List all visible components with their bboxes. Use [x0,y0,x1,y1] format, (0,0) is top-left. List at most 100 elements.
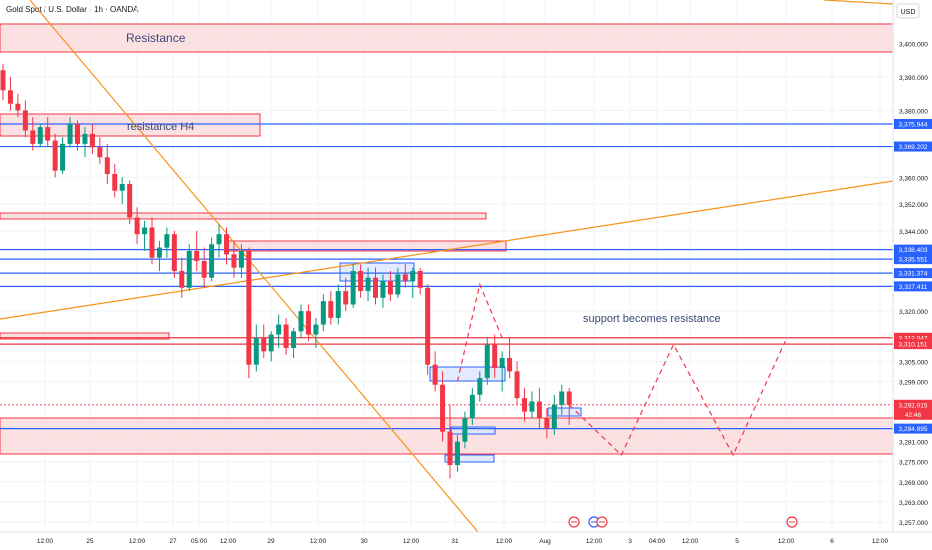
price-level-tag [894,254,932,265]
trendlines [0,0,894,533]
candle-body [335,291,341,318]
y-tick-label: 3,299.000 [899,379,928,386]
y-tick-label: 3,275.000 [899,460,928,467]
candle-body [477,378,483,395]
price-level-label: 3,375.944 [899,121,928,128]
x-tick-label: 04:00 [649,538,666,545]
price-level-label: 3,331.374 [899,271,928,278]
candle-body [171,234,177,272]
candle-body [328,301,334,318]
top-trendline [823,0,894,5]
candle-body [529,401,535,412]
time-axis[interactable]: 12:00 25 12:00 27 05:00 12:00 29 12:00 30 12:00 31… [0,531,932,545]
current-price-tag [894,399,932,420]
candle-body [507,358,513,372]
y-tick-label: 3,390.000 [899,75,928,82]
resistance-h4-label: resistance H4 [127,121,194,133]
price-axis[interactable]: USD 3,400.000 3,390.000 3,380.000 3,360.000… [892,0,932,550]
candle-body [60,143,66,171]
zones [0,23,894,463]
candle-body [7,90,13,104]
price-level-tag [894,268,932,279]
x-tick-label: 12:00 [496,538,513,545]
candle-body [127,184,133,218]
candle-body [216,234,222,245]
candle-body [156,247,162,258]
candle-body [380,281,386,298]
candle-body [454,441,460,466]
y-tick-label: 3,281.000 [899,440,928,447]
candle-body [238,250,244,268]
candle-body [484,344,490,379]
candle-body [566,391,572,405]
candle-body [75,123,80,144]
down-trendline [29,0,479,533]
price-level-tag [894,244,932,255]
candle-body [104,157,110,174]
candle-body [298,311,304,332]
x-tick-label: 5 [735,538,739,545]
candle-body [37,127,43,144]
x-tick-label: 05:00 [191,538,208,545]
price-level-label: 3,310.151 [899,342,928,349]
price-level-tag [894,118,932,129]
x-tick-label: 12:00 [778,538,795,545]
box-1 [429,366,506,382]
candle-body [179,271,185,288]
box-2 [450,426,496,435]
candle-body [0,70,6,91]
support-becomes-resistance-label: support becomes resistance [583,313,721,325]
x-tick-label: 25 [86,538,94,545]
up-trendline [0,180,894,320]
x-tick-label: 31 [451,538,459,545]
candle-body [395,274,401,295]
candle-body [440,384,446,432]
y-tick-label: 3,380.000 [899,108,928,115]
candle-body [469,394,475,419]
candle-body [30,130,36,144]
price-level-label: 3,312.047 [899,335,928,342]
price-level-tag [894,339,932,350]
candle-body [201,260,207,278]
price-level-label: 3,327.411 [899,284,928,291]
x-tick-label: 29 [267,538,275,545]
candle-body [253,337,259,365]
zone-344 [0,212,487,220]
candle-body [194,250,200,261]
candle-body [402,274,408,282]
candle-body [462,418,468,442]
x-tick-label: 12:00 [403,538,420,545]
resistance-zone [0,23,894,53]
currency-label: USD [901,9,916,16]
support-zone [0,417,894,455]
x-tick-label: 6 [830,538,834,545]
x-tick-label: 12:00 [220,538,237,545]
chart-title: Gold Spot / U.S. Dollar · 1h · OANDA [6,5,139,14]
x-tick-label: 12:00 [129,538,146,545]
box-3 [444,454,495,463]
candle-body [119,184,125,191]
candle-body [276,324,282,335]
candle-body [291,331,297,348]
y-tick-label: 3,305.000 [899,359,928,366]
candle-body [283,324,289,348]
x-tick-label: 3 [628,538,632,545]
box-4 [547,407,582,417]
candle-body [320,301,326,325]
zone-312 [0,332,170,340]
candle-body [45,127,51,141]
x-tick-label: 30 [360,538,368,545]
candles [0,63,572,479]
event-icons [568,516,798,528]
price-level-label: 3,335.551 [899,257,928,264]
candle-body [544,418,550,429]
x-tick-label: 12:00 [682,538,699,545]
candle-body [358,271,364,292]
candle-body [209,244,215,278]
projection-path [568,341,786,457]
x-tick-label: 12:00 [872,538,889,545]
y-tick-label: 3,352.000 [899,202,928,209]
candle-body [343,291,349,305]
y-tick-label: 3,257.000 [899,520,928,527]
